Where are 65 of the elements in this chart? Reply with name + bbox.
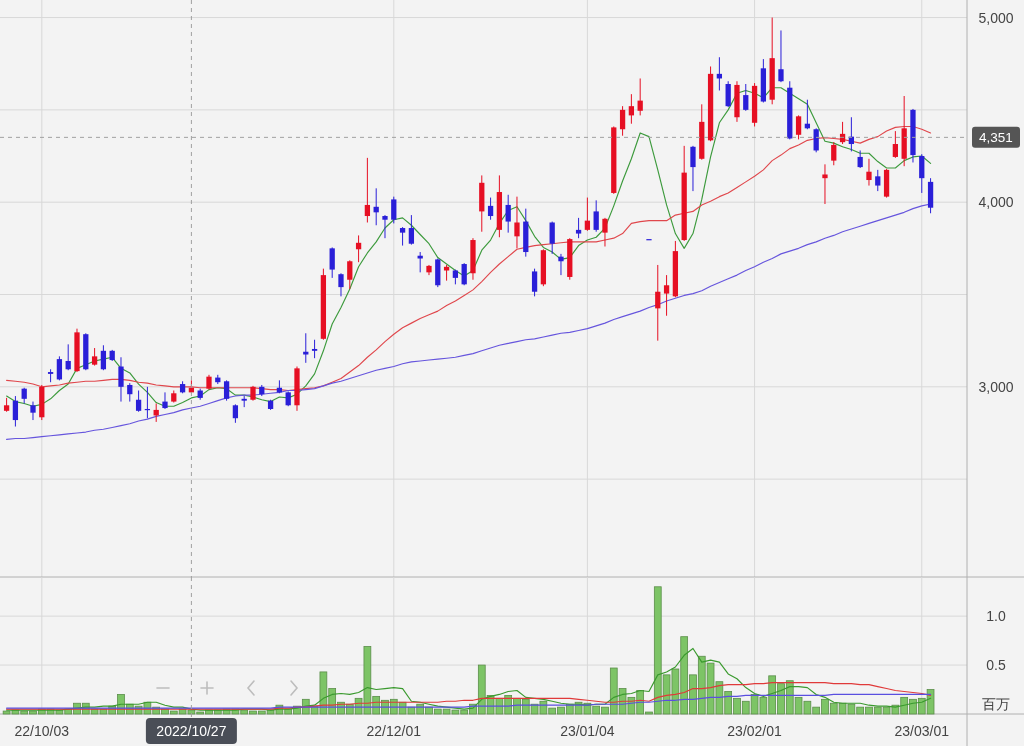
candlestick [56, 355, 63, 381]
candlestick [584, 197, 591, 232]
line-series [6, 693, 932, 709]
candlestick [30, 401, 36, 421]
candlestick [875, 169, 881, 192]
candlestick [514, 196, 520, 249]
candlestick [329, 246, 335, 279]
candlestick [347, 259, 353, 290]
candlestick [866, 158, 872, 187]
candlestick [382, 214, 388, 239]
y-tick-label: 0.5 [986, 657, 1006, 674]
candlestick [399, 226, 406, 247]
candlestick [391, 196, 397, 224]
candlestick [743, 83, 749, 112]
y-tick-label: 5,000 [978, 9, 1014, 26]
candlestick [892, 130, 899, 159]
candlestick [100, 344, 107, 371]
candlestick [831, 141, 837, 166]
candlestick [338, 272, 344, 297]
candlestick [593, 199, 599, 233]
ref-line-label: 4,351 [979, 130, 1013, 146]
candlestick [223, 379, 230, 402]
line-series [6, 125, 932, 392]
candlestick [813, 127, 819, 153]
candlestick [778, 29, 784, 83]
candlestick [531, 268, 538, 297]
x-tick-label: 22/10/03 [14, 723, 70, 739]
candlestick [795, 114, 802, 140]
candlestick [408, 214, 415, 246]
candlestick [12, 395, 19, 428]
candlestick [461, 262, 467, 286]
x-tick-label: 23/01/04 [560, 723, 615, 739]
x-tick-label: 23/02/01 [727, 723, 783, 739]
y-axis-title: 百万 [982, 696, 1010, 712]
candlestick [311, 339, 318, 359]
y-tick-label: 1.0 [986, 608, 1006, 625]
candlestick [135, 390, 142, 413]
x-tick-label: 2022/10/27 [156, 723, 227, 739]
candlestick [919, 153, 925, 194]
candlestick [303, 332, 309, 364]
candlestick [628, 93, 635, 125]
y-tick-label: 4,000 [978, 194, 1014, 211]
candlestick [487, 197, 494, 221]
y-tick-label: 3,000 [978, 378, 1014, 395]
candlestick [558, 253, 564, 276]
candlestick [619, 105, 626, 137]
candlestick [690, 145, 696, 192]
x-tick-label: 23/03/01 [894, 723, 950, 739]
candlestick [232, 403, 239, 424]
candlestick [364, 157, 371, 223]
candlestick [822, 163, 828, 205]
x-tick-label: 22/12/01 [366, 723, 422, 739]
candlestick [505, 194, 511, 234]
candlestick [162, 391, 168, 410]
candlestick [65, 343, 71, 371]
candlestick [118, 356, 124, 403]
candlestick [549, 221, 555, 255]
candlestick [602, 217, 608, 247]
line-series [6, 682, 932, 710]
candlestick [655, 264, 661, 342]
candlestick [725, 80, 731, 108]
candlestick [127, 382, 133, 403]
candlestick [637, 77, 643, 116]
candlestick [575, 217, 582, 239]
candlestick [663, 274, 670, 317]
